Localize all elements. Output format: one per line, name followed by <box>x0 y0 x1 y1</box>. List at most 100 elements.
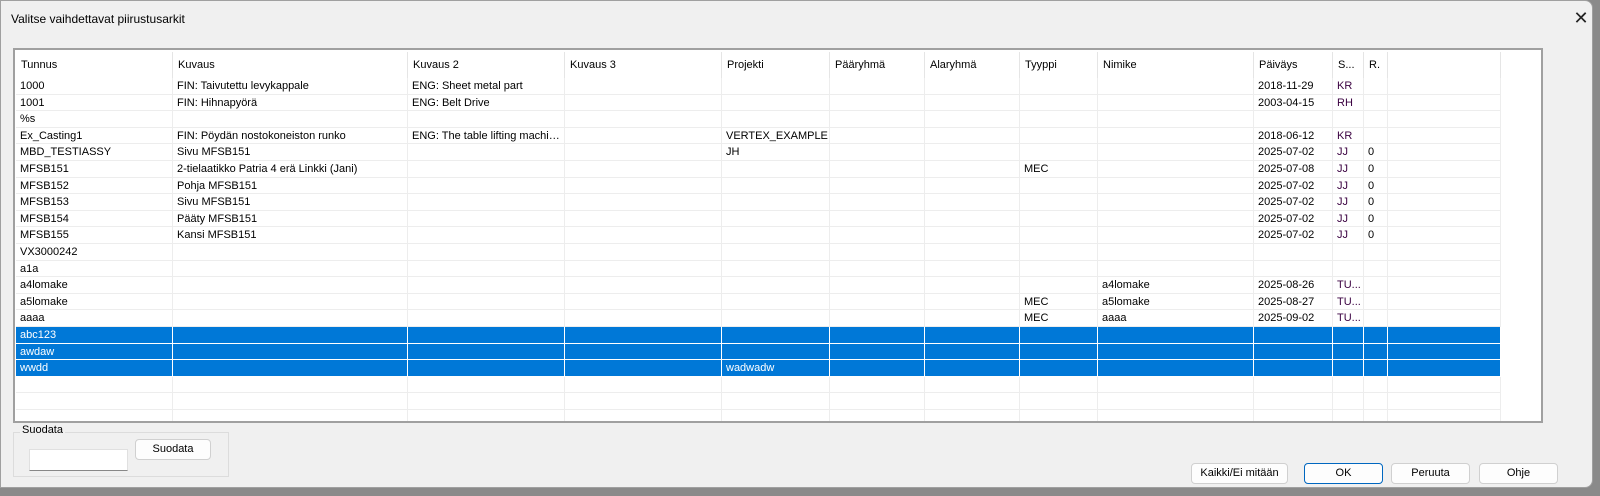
column-header[interactable]: Päiväys <box>1254 52 1333 78</box>
filter-button[interactable]: Suodata <box>135 439 211 460</box>
table-cell: 2025-07-08 <box>1254 160 1333 178</box>
table-cell <box>1388 277 1501 294</box>
table-row[interactable]: %s <box>16 111 1501 128</box>
table-row[interactable]: 1000 FIN: Taivutettu levykappale ENG: Shee… <box>16 78 1501 95</box>
table-cell: MFSB154 <box>16 210 173 228</box>
table-cell <box>1388 144 1501 161</box>
table-row[interactable]: a4lomake a4lomake 2025-08-26 TU... <box>16 277 1501 294</box>
table-cell <box>830 293 925 311</box>
table-cell <box>1098 210 1254 228</box>
table-cell <box>1333 393 1364 410</box>
table-cell: JH <box>722 144 830 161</box>
table-row[interactable] <box>16 393 1501 410</box>
cancel-button[interactable]: Peruuta <box>1391 463 1470 484</box>
column-header[interactable]: Tunnus <box>16 52 173 78</box>
table-cell <box>565 409 722 421</box>
table-cell <box>1020 409 1098 421</box>
column-header[interactable]: Tyyppi <box>1020 52 1098 78</box>
table-cell <box>722 243 830 261</box>
table-cell <box>1388 194 1501 211</box>
table-cell <box>925 194 1020 211</box>
table-cell <box>16 376 173 394</box>
table-cell: JJ <box>1333 177 1364 195</box>
table-cell <box>830 144 925 161</box>
table-cell <box>1388 360 1501 377</box>
table-row[interactable] <box>16 409 1501 421</box>
help-button[interactable]: Ohje <box>1479 463 1558 484</box>
table-row[interactable] <box>16 376 1501 394</box>
table-cell <box>565 160 722 178</box>
table-row[interactable]: MFSB153 Sivu MFSB151 2025-07-02 JJ 0 <box>16 194 1501 211</box>
table-cell <box>1364 293 1388 311</box>
table-row[interactable]: MBD_TESTIASSY Sivu MFSB151 JH 2025-07-02 JJ 0 <box>16 144 1501 161</box>
table-cell: 2025-07-02 <box>1254 144 1333 161</box>
table-cell <box>1098 343 1254 361</box>
table-cell: 2025-07-02 <box>1254 194 1333 211</box>
table-row[interactable]: MFSB155 Kansi MFSB151 2025-07-02 JJ 0 <box>16 227 1501 244</box>
drawing-sheet-list[interactable]: Tunnus Kuvaus Kuvaus 2 Kuvaus 3 Projekti Päär… <box>13 48 1543 423</box>
table-cell <box>173 310 408 327</box>
table-cell <box>1333 360 1364 377</box>
table-cell <box>408 376 565 394</box>
table-cell <box>173 360 408 377</box>
table-cell: 2025-07-02 <box>1254 210 1333 228</box>
table-cell <box>1388 227 1501 244</box>
table-row[interactable]: wwdd wadwadw <box>16 360 1501 377</box>
table-cell <box>1098 393 1254 410</box>
table-cell: 2025-07-02 <box>1254 227 1333 244</box>
table-cell <box>722 160 830 178</box>
table-cell: MFSB151 <box>16 160 173 178</box>
column-header[interactable]: Projekti <box>722 52 830 78</box>
table-row[interactable]: Ex_Casting1 FIN: Pöydän nostokoneiston ru… <box>16 127 1501 145</box>
table-cell: aaaa <box>1098 310 1254 327</box>
column-header[interactable]: Pääryhmä <box>830 52 925 78</box>
table-row[interactable]: awdaw <box>16 343 1501 361</box>
table-cell <box>1388 326 1501 344</box>
table-cell <box>722 94 830 112</box>
column-header[interactable]: Kuvaus 2 <box>408 52 565 78</box>
column-header[interactable]: Alaryhmä <box>925 52 1020 78</box>
table-cell <box>408 144 565 161</box>
table-cell <box>565 210 722 228</box>
table-cell <box>565 326 722 344</box>
table-row[interactable]: aaaa MEC aaaa 2025-09-02 TU... <box>16 310 1501 327</box>
table-cell <box>830 177 925 195</box>
column-header[interactable]: Kuvaus 3 <box>565 52 722 78</box>
table-row[interactable]: 1001 FIN: Hihnapyörä ENG: Belt Drive 2003-0… <box>16 94 1501 112</box>
table-cell <box>1388 210 1501 228</box>
table-cell <box>1020 227 1098 244</box>
table-row[interactable]: MFSB152 Pohja MFSB151 2025-07-02 JJ 0 <box>16 177 1501 195</box>
table-cell: Pohja MFSB151 <box>173 177 408 195</box>
table-cell <box>565 243 722 261</box>
table-cell <box>925 343 1020 361</box>
table-cell <box>1020 177 1098 195</box>
table-row[interactable]: abc123 <box>16 326 1501 344</box>
table-cell <box>1020 376 1098 394</box>
column-header[interactable] <box>1388 52 1501 78</box>
table-cell <box>173 277 408 294</box>
table-cell <box>722 409 830 421</box>
table-cell: a5lomake <box>16 293 173 311</box>
column-header[interactable]: Nimike <box>1098 52 1254 78</box>
table-row[interactable]: a1a <box>16 260 1501 278</box>
table-cell <box>1020 260 1098 278</box>
close-icon[interactable]: ✕ <box>1573 8 1589 28</box>
table-row[interactable]: VX3000242 <box>16 243 1501 261</box>
table-row[interactable]: MFSB154 Pääty MFSB151 2025-07-02 JJ 0 <box>16 210 1501 228</box>
ok-button[interactable]: OK <box>1304 463 1383 484</box>
table-cell <box>1388 376 1501 394</box>
filter-input[interactable] <box>29 449 128 471</box>
table-cell <box>173 293 408 311</box>
column-header[interactable]: Kuvaus <box>173 52 408 78</box>
table-row[interactable]: MFSB151 2-tielaatikko Patria 4 erä Linkki… <box>16 160 1501 178</box>
column-header[interactable]: S... <box>1333 52 1364 78</box>
table-cell <box>830 94 925 112</box>
table-row[interactable]: a5lomake MEC a5lomake 2025-08-27 TU... <box>16 293 1501 311</box>
column-header[interactable]: R. <box>1364 52 1388 78</box>
table-cell <box>925 360 1020 377</box>
table-cell <box>830 326 925 344</box>
table-cell: 0 <box>1364 227 1388 244</box>
table-cell <box>1388 127 1501 145</box>
select-all-none-button[interactable]: Kaikki/Ei mitään <box>1191 463 1288 484</box>
table-cell <box>408 260 565 278</box>
